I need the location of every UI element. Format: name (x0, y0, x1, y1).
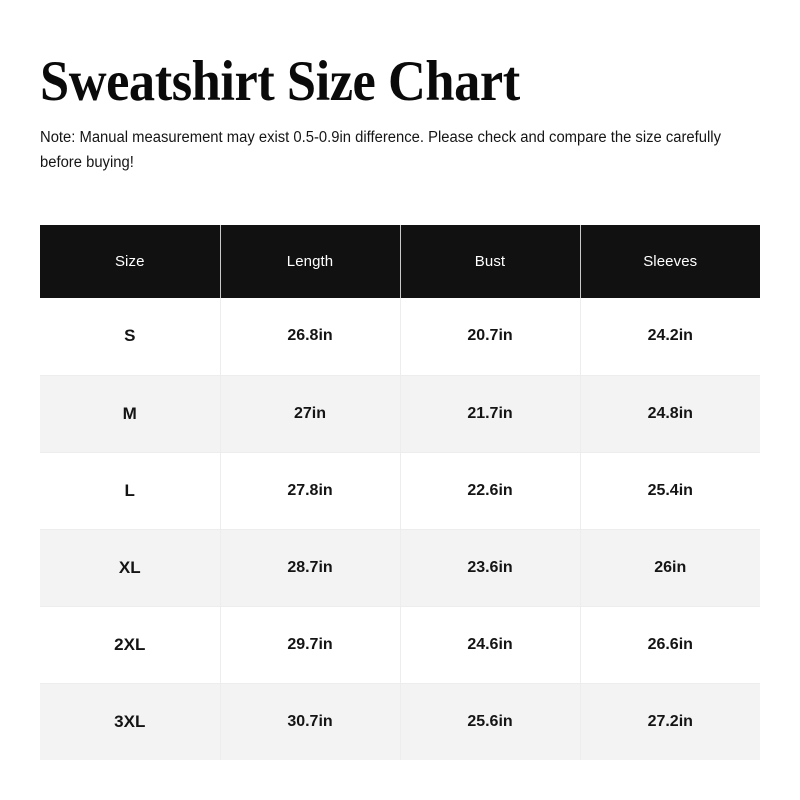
cell-bust: 25.6in (400, 683, 581, 761)
table-row: S 26.8in 20.7in 24.2in (40, 298, 760, 376)
size-chart-table: Size Length Bust Sleeves S 26.8in 20.7in… (40, 225, 760, 761)
cell-sleeves: 26.6in (580, 606, 760, 684)
cell-length: 27in (220, 375, 401, 453)
page-title: Sweatshirt Size Chart (40, 50, 520, 113)
cell-sleeves: 26in (580, 529, 760, 607)
cell-size: 2XL (40, 606, 221, 684)
cell-size: L (40, 452, 221, 530)
column-header-sleeves: Sleeves (580, 225, 760, 299)
cell-length: 30.7in (220, 683, 401, 761)
cell-size: S (40, 298, 221, 376)
cell-sleeves: 25.4in (580, 452, 760, 530)
table-row: M 27in 21.7in 24.8in (40, 375, 760, 453)
cell-bust: 23.6in (400, 529, 581, 607)
cell-bust: 24.6in (400, 606, 581, 684)
size-table-container: Size Length Bust Sleeves S 26.8in 20.7in… (40, 225, 760, 761)
cell-sleeves: 27.2in (580, 683, 760, 761)
measurement-note: Note: Manual measurement may exist 0.5-0… (40, 128, 721, 171)
table-row: L 27.8in 22.6in 25.4in (40, 452, 760, 530)
cell-length: 28.7in (220, 529, 401, 607)
cell-bust: 21.7in (400, 375, 581, 453)
cell-sleeves: 24.2in (580, 298, 760, 376)
column-header-size: Size (40, 225, 221, 299)
table-row: 3XL 30.7in 25.6in 27.2in (40, 683, 760, 761)
table-body: S 26.8in 20.7in 24.2in M 27in 21.7in 24.… (40, 298, 760, 761)
table-header: Size Length Bust Sleeves (40, 225, 760, 299)
cell-length: 27.8in (220, 452, 401, 530)
cell-length: 29.7in (220, 606, 401, 684)
table-header-row: Size Length Bust Sleeves (40, 225, 760, 299)
cell-size: 3XL (40, 683, 221, 761)
cell-size: XL (40, 529, 221, 607)
table-row: 2XL 29.7in 24.6in 26.6in (40, 606, 760, 684)
cell-bust: 20.7in (400, 298, 581, 376)
table-row: XL 28.7in 23.6in 26in (40, 529, 760, 607)
column-header-bust: Bust (400, 225, 581, 299)
cell-size: M (40, 375, 221, 453)
cell-bust: 22.6in (400, 452, 581, 530)
column-header-length: Length (220, 225, 401, 299)
cell-sleeves: 24.8in (580, 375, 760, 453)
cell-length: 26.8in (220, 298, 401, 376)
